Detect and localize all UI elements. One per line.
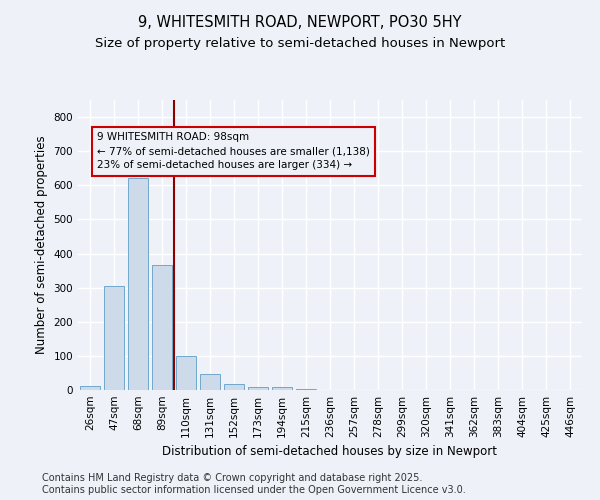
Text: 9, WHITESMITH ROAD, NEWPORT, PO30 5HY: 9, WHITESMITH ROAD, NEWPORT, PO30 5HY bbox=[138, 15, 462, 30]
Bar bbox=[200, 374, 220, 390]
X-axis label: Distribution of semi-detached houses by size in Newport: Distribution of semi-detached houses by … bbox=[163, 446, 497, 458]
Bar bbox=[176, 356, 196, 390]
Text: Size of property relative to semi-detached houses in Newport: Size of property relative to semi-detach… bbox=[95, 38, 505, 51]
Bar bbox=[152, 266, 172, 390]
Bar bbox=[272, 387, 292, 390]
Bar bbox=[80, 386, 100, 390]
Text: 9 WHITESMITH ROAD: 98sqm
← 77% of semi-detached houses are smaller (1,138)
23% o: 9 WHITESMITH ROAD: 98sqm ← 77% of semi-d… bbox=[97, 132, 370, 170]
Bar bbox=[128, 178, 148, 390]
Bar bbox=[296, 389, 316, 390]
Text: Contains HM Land Registry data © Crown copyright and database right 2025.
Contai: Contains HM Land Registry data © Crown c… bbox=[42, 474, 466, 495]
Bar bbox=[104, 286, 124, 390]
Bar bbox=[248, 386, 268, 390]
Y-axis label: Number of semi-detached properties: Number of semi-detached properties bbox=[35, 136, 48, 354]
Bar bbox=[224, 384, 244, 390]
